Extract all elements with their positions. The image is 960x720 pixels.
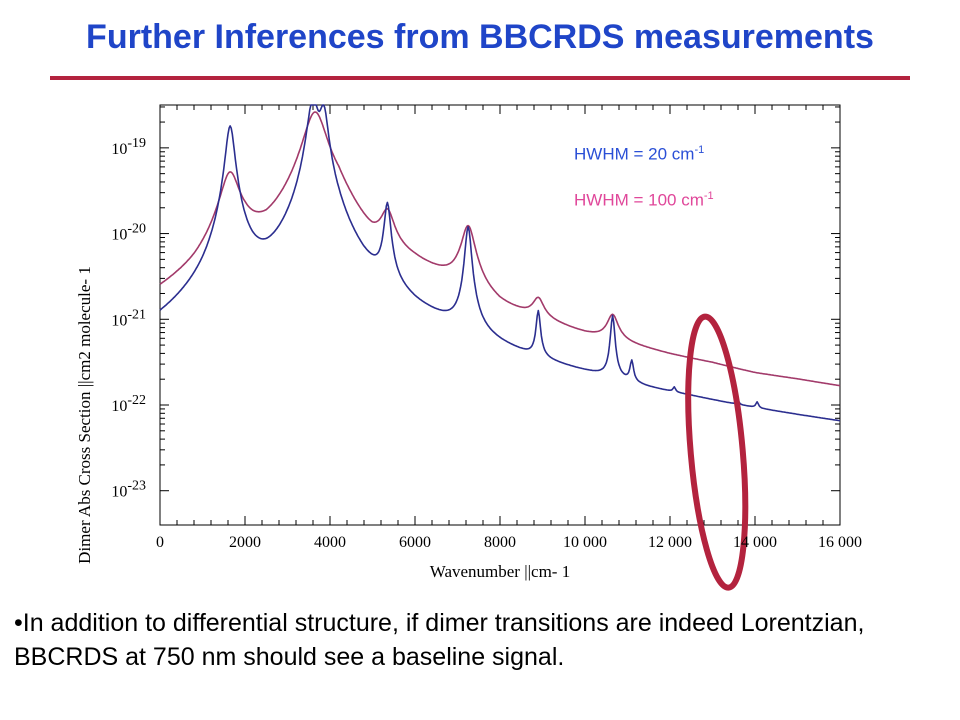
x-tick-label: 10 000 [563,534,607,551]
x-tick-label: 12 000 [648,534,692,551]
bullet-text: •In addition to differential structure, … [14,609,865,671]
x-tick-label: 14 000 [733,534,777,551]
legend-hwhm-100: HWHM = 100 cm-1 [574,190,714,211]
series-line-hwhm-100 [159,111,841,387]
plot-border [159,104,841,526]
y-axis-label: Dimer Abs Cross Section ||cm2 molecule- … [75,266,94,564]
legend-hwhm-100-text: HWHM = 100 cm [574,190,704,210]
annotation-layer [685,313,749,591]
highlight-ellipse [685,313,749,591]
slide-title: Further Inferences from BBCRDS measureme… [86,18,874,56]
spectrum-chart: 0 2000 4000 6000 8000 10 000 12 000 14 000 16 00… [75,104,862,591]
tick-labels: 0 2000 4000 6000 8000 10 000 12 000 14 000 16 00… [111,136,862,551]
legend-hwhm-100-sup: -1 [703,190,714,202]
series-lines [159,104,841,422]
axis-ticks [159,105,841,525]
legend-hwhm-20: HWHM = 20 cm-1 [574,144,704,165]
y-tick-label: 10-21 [111,307,146,329]
legend-hwhm-20-text: HWHM = 20 cm [574,144,695,164]
y-tick-label: 10-19 [111,136,146,158]
x-axis-label: Wavenumber ||cm- 1 [430,562,570,581]
y-tick-label: 10-22 [111,393,146,415]
x-tick-label: 16 000 [818,534,862,551]
x-tick-label: 8000 [484,534,516,551]
x-tick-label: 4000 [314,534,346,551]
series-line-hwhm-20 [159,104,841,422]
y-tick-label: 10-20 [111,222,146,244]
plot-frame [159,104,841,526]
x-tick-label: 6000 [399,534,431,551]
title-underline [50,76,910,80]
y-tick-label: 10-23 [111,479,146,501]
legend-hwhm-20-sup: -1 [694,144,705,156]
x-tick-label: 0 [156,534,164,551]
x-tick-label: 2000 [229,534,261,551]
